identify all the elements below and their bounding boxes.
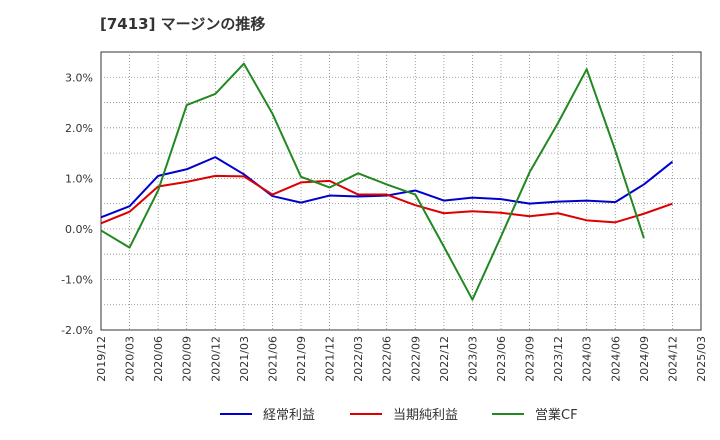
legend-label: 経常利益 (263, 408, 315, 423)
x-tick-label: 2022/09 (409, 336, 422, 382)
x-tick-label: 2023/03 (466, 336, 479, 382)
x-tick-label: 2021/12 (324, 336, 337, 382)
x-tick-label: 2021/09 (295, 336, 308, 382)
series-line-3 (100, 62, 645, 301)
chart-title: [7413] マージンの推移 (100, 15, 265, 33)
series-lines (100, 62, 674, 301)
x-tick-label: 2020/06 (152, 336, 165, 382)
x-tick-label: 2021/03 (238, 336, 251, 382)
x-tick-label: 2024/03 (581, 336, 594, 382)
x-tick-label: 2024/12 (666, 336, 679, 382)
x-tick-label: 2021/06 (266, 336, 279, 382)
x-tick-label: 2023/09 (524, 336, 537, 382)
plot-area (100, 51, 702, 331)
x-tick-label: 2020/09 (181, 336, 194, 382)
legend-label: 当期純利益 (393, 408, 458, 423)
y-tick-labels: 3.0% 2.0% 1.0% 0.0% -1.0% -2.0% (61, 71, 93, 337)
x-tick-label: 2019/12 (95, 336, 108, 382)
y-tick-label: 1.0% (65, 172, 93, 185)
x-tick-label: 2023/06 (495, 336, 508, 382)
x-tick-label: 2022/06 (381, 336, 394, 382)
y-tick-label: 0.0% (65, 223, 93, 236)
x-tick-label: 2024/09 (638, 336, 651, 382)
x-tick-label: 2024/06 (609, 336, 622, 382)
x-tick-label: 2020/03 (124, 336, 137, 382)
y-gridlines (101, 76, 701, 306)
x-gridlines (129, 52, 673, 330)
x-tick-label: 2022/03 (352, 336, 365, 382)
legend: 経常利益 当期純利益 営業CF (220, 407, 578, 423)
x-tick-label: 2023/12 (552, 336, 565, 382)
y-tick-label: 2.0% (65, 122, 93, 135)
legend-label: 営業CF (535, 407, 578, 423)
y-tick-label: -2.0% (61, 324, 93, 337)
y-tick-label: -1.0% (61, 273, 93, 286)
y-tick-label: 3.0% (65, 71, 93, 84)
x-tick-labels: 2019/12 2020/03 2020/06 2020/09 2020/12 2021/… (95, 336, 708, 382)
x-tick-label: 2022/12 (438, 336, 451, 382)
x-tick-label: 2025/03 (695, 336, 708, 382)
x-tick-label: 2020/12 (209, 336, 222, 382)
series-line-2 (100, 174, 673, 225)
